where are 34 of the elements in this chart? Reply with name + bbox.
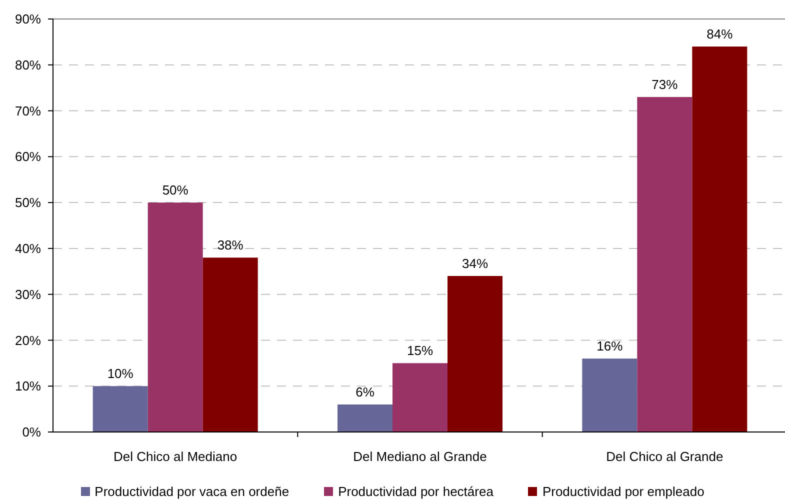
x-tick-label: Del Chico al Mediano <box>114 449 238 464</box>
bar <box>448 276 502 432</box>
bar <box>637 97 692 432</box>
y-tick-label: 0% <box>22 424 42 440</box>
bar <box>338 404 392 432</box>
bar <box>582 358 638 432</box>
data-label: 84% <box>706 26 734 42</box>
y-tick-label: 20% <box>14 332 42 348</box>
y-tick-label: 80% <box>14 57 42 72</box>
data-label: 38% <box>217 238 244 253</box>
data-label: 10% <box>107 366 134 382</box>
legend-label: Productividad por empleado <box>542 483 704 500</box>
legend-label: Productividad por hectárea <box>338 483 494 500</box>
y-tick-label: 60% <box>14 149 42 164</box>
data-label: 34% <box>462 256 488 271</box>
bar <box>202 258 258 432</box>
data-label: 50% <box>162 182 189 198</box>
y-tick-label: 10% <box>14 378 42 394</box>
y-tick-label: 40% <box>14 240 42 256</box>
y-tick-label: 50% <box>14 195 42 210</box>
y-tick-label: 70% <box>14 103 42 118</box>
data-label: 6% <box>356 384 375 400</box>
x-tick-label: Del Mediano al Grande <box>353 449 487 464</box>
bar <box>92 386 148 432</box>
bar <box>148 202 203 432</box>
data-label: 16% <box>596 338 624 354</box>
y-tick-label: 30% <box>14 286 42 302</box>
bar <box>392 363 448 432</box>
y-tick-label: 90% <box>14 12 42 27</box>
x-tick-label: Del Chico al Grande <box>606 449 724 464</box>
bar <box>692 46 748 432</box>
legend-label: Productividad por vaca en ordeñe <box>94 483 290 500</box>
data-label: 73% <box>652 77 678 92</box>
data-label: 15% <box>406 343 434 358</box>
